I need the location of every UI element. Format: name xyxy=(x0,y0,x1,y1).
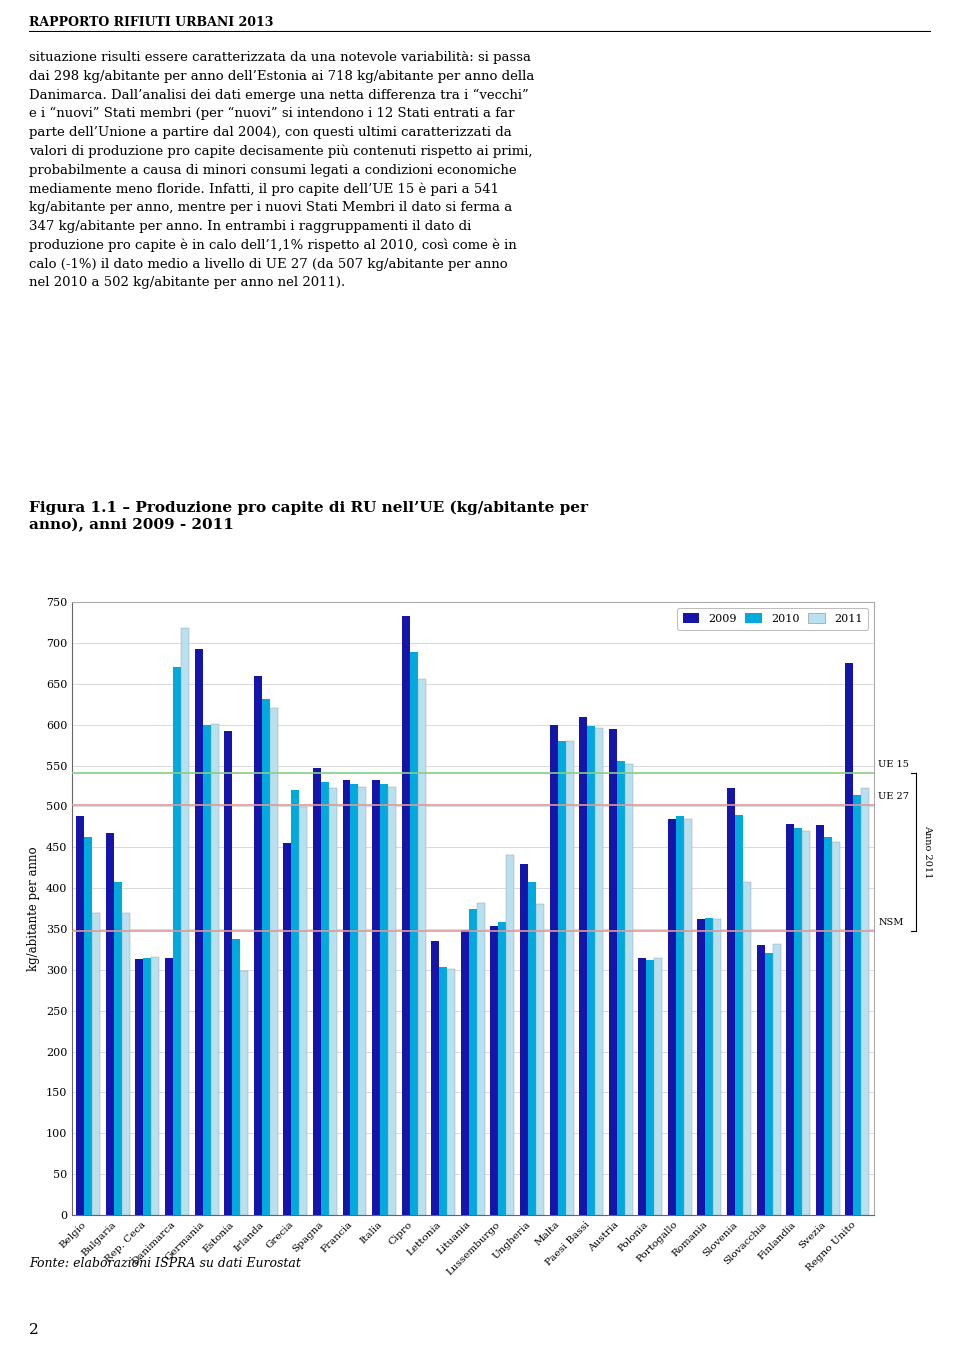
Bar xyxy=(270,707,277,1215)
Bar xyxy=(313,768,321,1215)
Bar xyxy=(595,727,603,1215)
Bar xyxy=(668,819,676,1215)
Bar xyxy=(372,780,380,1215)
Text: Fonte: elaborazioni ISPRA su dati Eurostat: Fonte: elaborazioni ISPRA su dati Eurost… xyxy=(29,1257,300,1270)
Bar xyxy=(655,958,662,1215)
Bar xyxy=(461,929,468,1215)
Bar xyxy=(401,616,410,1215)
Bar xyxy=(350,784,358,1215)
Bar xyxy=(477,902,485,1215)
Bar xyxy=(735,815,743,1215)
Bar xyxy=(506,855,515,1215)
Bar xyxy=(291,791,300,1215)
Text: situazione risulti essere caratterizzata da una notevole variabilità: si passa
d: situazione risulti essere caratterizzata… xyxy=(29,51,534,290)
Bar xyxy=(549,725,558,1215)
Bar xyxy=(165,958,173,1215)
Bar xyxy=(646,960,655,1215)
Text: NSM: NSM xyxy=(878,919,903,927)
Bar xyxy=(122,913,130,1215)
Bar xyxy=(388,787,396,1215)
Text: 2: 2 xyxy=(29,1323,38,1336)
Text: UE 15: UE 15 xyxy=(878,760,909,769)
Bar xyxy=(743,881,751,1215)
Bar xyxy=(846,663,853,1215)
Bar xyxy=(824,836,831,1215)
Bar xyxy=(380,784,388,1215)
Bar xyxy=(565,741,573,1215)
Bar xyxy=(135,959,143,1215)
Bar xyxy=(706,917,713,1215)
Bar xyxy=(225,731,232,1215)
Bar xyxy=(816,826,824,1215)
Bar xyxy=(520,863,528,1215)
Bar xyxy=(418,679,425,1215)
Legend: 2009, 2010, 2011: 2009, 2010, 2011 xyxy=(677,607,868,629)
Bar xyxy=(300,807,307,1215)
Bar xyxy=(625,764,633,1215)
Bar xyxy=(794,827,803,1215)
Bar xyxy=(143,959,152,1215)
Bar xyxy=(588,726,595,1215)
Bar xyxy=(638,958,646,1215)
Bar xyxy=(853,795,861,1215)
Bar xyxy=(684,819,692,1215)
Bar xyxy=(106,834,114,1215)
Bar xyxy=(181,628,189,1215)
Bar xyxy=(579,717,588,1215)
Bar xyxy=(764,952,773,1215)
Bar xyxy=(698,919,706,1215)
Text: UE 27: UE 27 xyxy=(878,792,909,800)
Bar xyxy=(283,843,291,1215)
Bar xyxy=(756,946,764,1215)
Bar xyxy=(410,652,418,1215)
Bar xyxy=(616,761,625,1215)
Y-axis label: kg/abitante per anno: kg/abitante per anno xyxy=(27,846,40,971)
Bar xyxy=(447,968,455,1215)
Bar xyxy=(803,831,810,1215)
Bar xyxy=(232,939,240,1215)
Bar xyxy=(558,741,565,1215)
Bar xyxy=(253,676,262,1215)
Bar xyxy=(343,780,350,1215)
Bar xyxy=(76,816,84,1215)
Bar xyxy=(262,699,270,1215)
Bar xyxy=(329,788,337,1215)
Bar xyxy=(203,725,210,1215)
Bar xyxy=(321,781,329,1215)
Bar xyxy=(195,649,203,1215)
Bar xyxy=(676,816,684,1215)
Bar xyxy=(498,921,506,1215)
Bar xyxy=(528,882,536,1215)
Bar xyxy=(210,723,219,1215)
Bar xyxy=(114,882,122,1215)
Text: RAPPORTO RIFIUTI URBANI 2013: RAPPORTO RIFIUTI URBANI 2013 xyxy=(29,16,274,30)
Bar xyxy=(491,925,498,1215)
Bar xyxy=(536,904,544,1215)
Bar xyxy=(152,956,159,1215)
Bar xyxy=(431,942,440,1215)
Bar xyxy=(240,971,248,1215)
Bar xyxy=(773,944,780,1215)
Bar xyxy=(713,919,721,1215)
Bar xyxy=(358,787,367,1215)
Bar xyxy=(861,788,870,1215)
Bar xyxy=(609,729,616,1215)
Text: Figura 1.1 – Produzione pro capite di RU nell’UE (kg/abitante per
anno), anni 20: Figura 1.1 – Produzione pro capite di RU… xyxy=(29,501,588,532)
Bar xyxy=(786,824,794,1215)
Bar xyxy=(727,788,735,1215)
Bar xyxy=(92,913,100,1215)
Bar xyxy=(440,967,447,1215)
Bar xyxy=(468,908,477,1215)
Bar xyxy=(84,838,92,1215)
Bar xyxy=(831,842,840,1215)
Text: Anno 2011: Anno 2011 xyxy=(923,826,932,878)
Bar xyxy=(173,668,181,1215)
